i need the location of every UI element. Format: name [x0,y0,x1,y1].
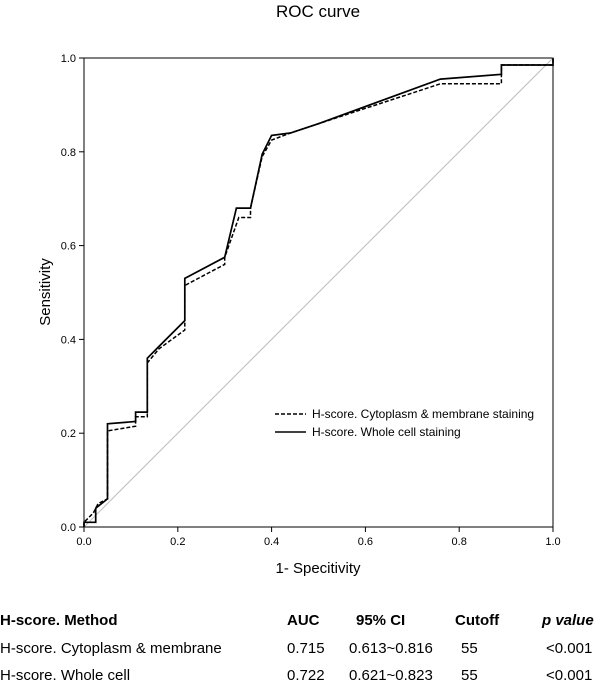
x-tick-label: 0.6 [358,536,373,548]
row1-cutoff: 55 [461,640,478,657]
row2-ci: 0.621~0.823 [349,667,433,684]
row2-method: H-score. Whole cell [0,667,131,684]
header-auc: AUC [287,612,320,629]
legend-label-whole-cell: H-score. Whole cell staining [312,425,461,439]
y-tick-label: 1.0 [61,53,76,65]
header-p-value: p value [542,612,594,629]
row1-p-value: <0.001 [546,640,593,657]
chart-title: ROC curve [276,2,360,21]
x-tick-label: 0.0 [76,536,91,548]
y-tick-label: 0.4 [61,334,76,346]
row2-cutoff: 55 [461,667,478,684]
row2-p-value: <0.001 [546,667,593,684]
header-cutoff: Cutoff [455,612,500,629]
y-tick-label: 0.2 [61,428,76,440]
header-method: H-score. Method [0,612,118,629]
x-tick-label: 0.2 [170,536,185,548]
x-tick-label: 1.0 [545,536,560,548]
axis-ticks: 0.0 0.2 0.4 0.6 0.8 1.0 0.0 0.2 0.4 0.6 0.8 1.0 [61,53,561,548]
legend-label-cytoplasm: H-score. Cytoplasm & membrane staining [312,407,534,421]
y-tick-label: 0.6 [61,241,76,253]
x-axis-label: 1- Specitivity [275,560,361,577]
x-tick-label: 0.8 [452,536,467,548]
y-tick-label: 0.0 [61,522,76,534]
diagonal-line [83,57,554,528]
row2-auc: 0.722 [287,667,325,684]
roc-chart: ROC curve 0.0 0.2 0.4 0.6 0.8 1.0 0.0 0.2 0.4 0.6… [37,2,561,577]
series-line-whole-cell [83,58,554,527]
y-axis-label: Sensitivity [37,258,54,326]
plot-frame [83,57,554,528]
row1-method: H-score. Cytoplasm & membrane [0,640,222,657]
legend: H-score. Cytoplasm & membrane staining H… [275,407,534,439]
row1-ci: 0.613~0.816 [349,640,433,657]
y-tick-label: 0.8 [61,147,76,159]
x-tick-label: 0.4 [264,536,279,548]
header-ci: 95% CI [356,612,406,629]
row1-auc: 0.715 [287,640,325,657]
reference-diagonal [83,57,554,528]
